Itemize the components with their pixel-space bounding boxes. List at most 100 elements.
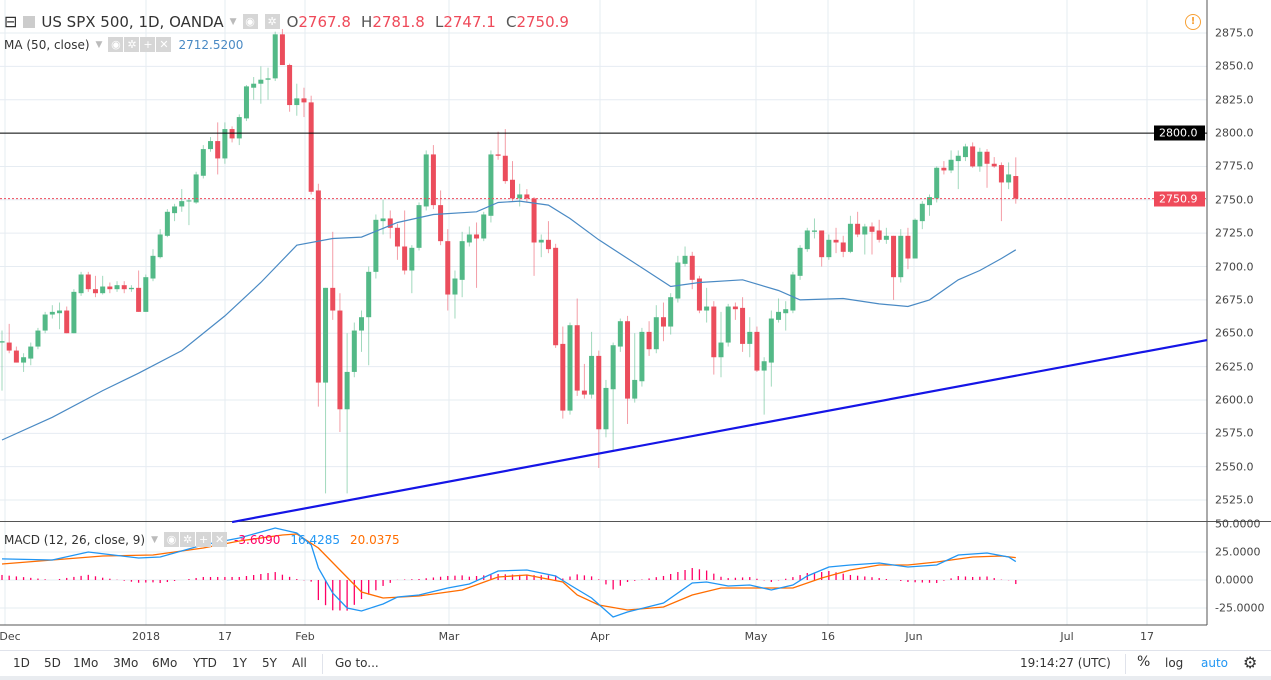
auto-toggle[interactable]: auto bbox=[1201, 656, 1229, 670]
alert-clock-icon[interactable]: ! bbox=[1185, 14, 1201, 30]
collapse-icon[interactable]: ⊟ bbox=[4, 12, 18, 31]
candle-body bbox=[265, 78, 271, 80]
time-tick-label: 17 bbox=[1140, 630, 1154, 643]
price-tick-label: 2700.0 bbox=[1215, 260, 1254, 274]
candle bbox=[768, 310, 774, 387]
eye-icon[interactable]: ◉ bbox=[164, 532, 180, 547]
gear-icon[interactable]: ✲ bbox=[180, 532, 196, 547]
candle-body bbox=[28, 346, 34, 359]
candle bbox=[560, 326, 566, 419]
candle bbox=[301, 87, 307, 118]
candle-body bbox=[862, 226, 868, 235]
candle-body bbox=[85, 274, 91, 290]
plus-icon[interactable]: + bbox=[140, 37, 156, 52]
candle bbox=[574, 298, 580, 396]
gear-icon[interactable]: ✲ bbox=[124, 37, 140, 52]
candle bbox=[107, 282, 113, 294]
candle-body bbox=[179, 201, 185, 207]
candle bbox=[258, 66, 264, 104]
candle-body bbox=[236, 117, 242, 139]
candle-body bbox=[215, 141, 221, 159]
close-icon[interactable]: ✕ bbox=[212, 532, 228, 547]
chevron-down-icon[interactable]: ▼ bbox=[229, 16, 237, 27]
range-button-1y[interactable]: 1Y bbox=[232, 656, 247, 670]
eye-icon[interactable]: ◉ bbox=[242, 14, 258, 29]
candle bbox=[545, 221, 551, 254]
candle-body bbox=[804, 230, 810, 250]
candle bbox=[416, 202, 422, 251]
ma-label[interactable]: MA (50, close) bbox=[4, 37, 90, 52]
candle bbox=[438, 190, 444, 246]
candle-body bbox=[912, 219, 918, 259]
settings-gear-icon[interactable]: ⚙ bbox=[1243, 653, 1258, 672]
candle bbox=[819, 230, 825, 267]
symbol-title[interactable]: US SPX 500, 1D, OANDA bbox=[41, 12, 224, 31]
candle bbox=[351, 322, 357, 378]
candle bbox=[57, 302, 63, 330]
candle-body bbox=[790, 274, 796, 311]
candle-body bbox=[157, 234, 163, 258]
log-toggle[interactable]: log bbox=[1165, 656, 1184, 670]
candle bbox=[409, 245, 415, 294]
candle bbox=[646, 321, 652, 356]
candle bbox=[747, 317, 753, 358]
goto-button[interactable]: Go to... bbox=[335, 656, 379, 670]
candle-body bbox=[481, 214, 487, 239]
candle-body bbox=[222, 129, 228, 159]
range-button-6mo[interactable]: 6Mo bbox=[152, 656, 178, 670]
candle bbox=[603, 379, 609, 438]
candle bbox=[474, 222, 480, 288]
gear-icon[interactable]: ✲ bbox=[264, 14, 280, 29]
candle-body bbox=[42, 314, 48, 331]
candle bbox=[883, 227, 889, 244]
macd-legend: MACD (12, 26, close, 9) ▼ ◉ ✲ + ✕ -3.6090 1… bbox=[4, 532, 400, 547]
chart-canvas[interactable] bbox=[0, 0, 1271, 650]
eye-icon[interactable]: ◉ bbox=[108, 37, 124, 52]
candle bbox=[840, 235, 846, 258]
open-label: O bbox=[286, 12, 299, 31]
signal-value: 20.0375 bbox=[350, 532, 400, 547]
candle bbox=[855, 211, 861, 238]
candle bbox=[610, 342, 616, 452]
high-value: 2781.8 bbox=[372, 12, 425, 31]
candle-body bbox=[502, 155, 508, 182]
range-button-3mo[interactable]: 3Mo bbox=[113, 656, 139, 670]
range-button-1mo[interactable]: 1Mo bbox=[73, 656, 99, 670]
close-value: 2750.9 bbox=[516, 12, 569, 31]
candle bbox=[696, 275, 702, 314]
candle-body bbox=[998, 165, 1004, 183]
candle-body bbox=[567, 325, 573, 411]
candle bbox=[862, 223, 868, 255]
candle bbox=[150, 249, 156, 282]
candle-body bbox=[797, 247, 803, 276]
candle bbox=[28, 342, 34, 366]
candle bbox=[21, 353, 27, 372]
macd-label[interactable]: MACD (12, 26, close, 9) bbox=[4, 532, 146, 547]
candle bbox=[675, 255, 681, 303]
candle-body bbox=[6, 342, 12, 351]
range-button-all[interactable]: All bbox=[292, 656, 307, 670]
candle-body bbox=[581, 390, 587, 395]
close-icon[interactable]: ✕ bbox=[156, 37, 172, 52]
price-tick-label: 2625.0 bbox=[1215, 360, 1254, 374]
candle-body bbox=[229, 129, 235, 139]
candle-body bbox=[740, 307, 746, 344]
candle-body bbox=[1013, 176, 1019, 199]
price-tick-label: 2675.0 bbox=[1215, 293, 1254, 307]
clock: 19:14:27 (UTC) bbox=[1020, 656, 1111, 670]
range-button-ytd[interactable]: YTD bbox=[193, 656, 217, 670]
candle bbox=[524, 189, 530, 203]
candle-body bbox=[100, 286, 106, 294]
range-button-5y[interactable]: 5Y bbox=[262, 656, 277, 670]
range-button-5d[interactable]: 5D bbox=[44, 656, 61, 670]
candle-body bbox=[13, 350, 19, 363]
candle-body bbox=[452, 278, 458, 295]
chevron-down-icon[interactable]: ▼ bbox=[151, 534, 159, 545]
candle-body bbox=[193, 174, 199, 203]
candle bbox=[78, 271, 84, 296]
plus-icon[interactable]: + bbox=[196, 532, 212, 547]
chevron-down-icon[interactable]: ▼ bbox=[95, 39, 103, 50]
candle-body bbox=[855, 223, 861, 235]
percent-toggle[interactable]: % bbox=[1137, 654, 1151, 670]
range-button-1d[interactable]: 1D bbox=[13, 656, 30, 670]
